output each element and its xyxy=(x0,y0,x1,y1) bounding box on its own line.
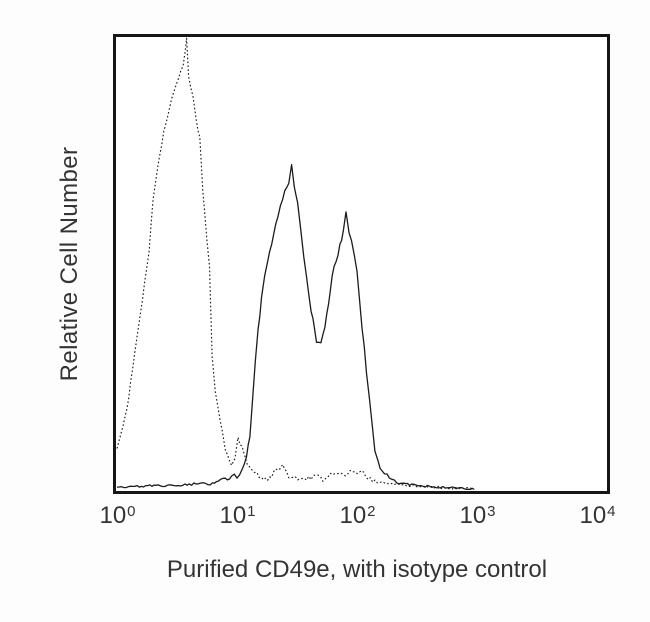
x-axis-title: Purified CD49e, with isotype control xyxy=(166,556,548,583)
plot-area xyxy=(113,34,610,494)
y-axis-title: Relative Cell Number xyxy=(56,146,83,382)
x-tick-label-1e2: 102 xyxy=(339,502,376,529)
trace-purified-cd49e xyxy=(116,164,475,491)
x-tick-exponent: 1 xyxy=(247,503,256,520)
x-tick-exponent: 3 xyxy=(487,503,496,520)
x-tick-label-1e1: 101 xyxy=(219,502,256,529)
x-axis-tick-labels: 100 101 102 103 104 xyxy=(0,501,650,537)
x-tick-exponent: 0 xyxy=(127,503,136,520)
x-tick-label-1e4: 104 xyxy=(579,502,616,529)
x-tick-exponent: 2 xyxy=(367,503,376,520)
trace-isotype-control xyxy=(116,37,472,490)
x-tick-exponent: 4 xyxy=(607,503,616,520)
x-tick-label-1e3: 103 xyxy=(459,502,496,529)
plot-svg xyxy=(116,37,475,491)
x-tick-label-1e0: 100 xyxy=(99,502,136,529)
